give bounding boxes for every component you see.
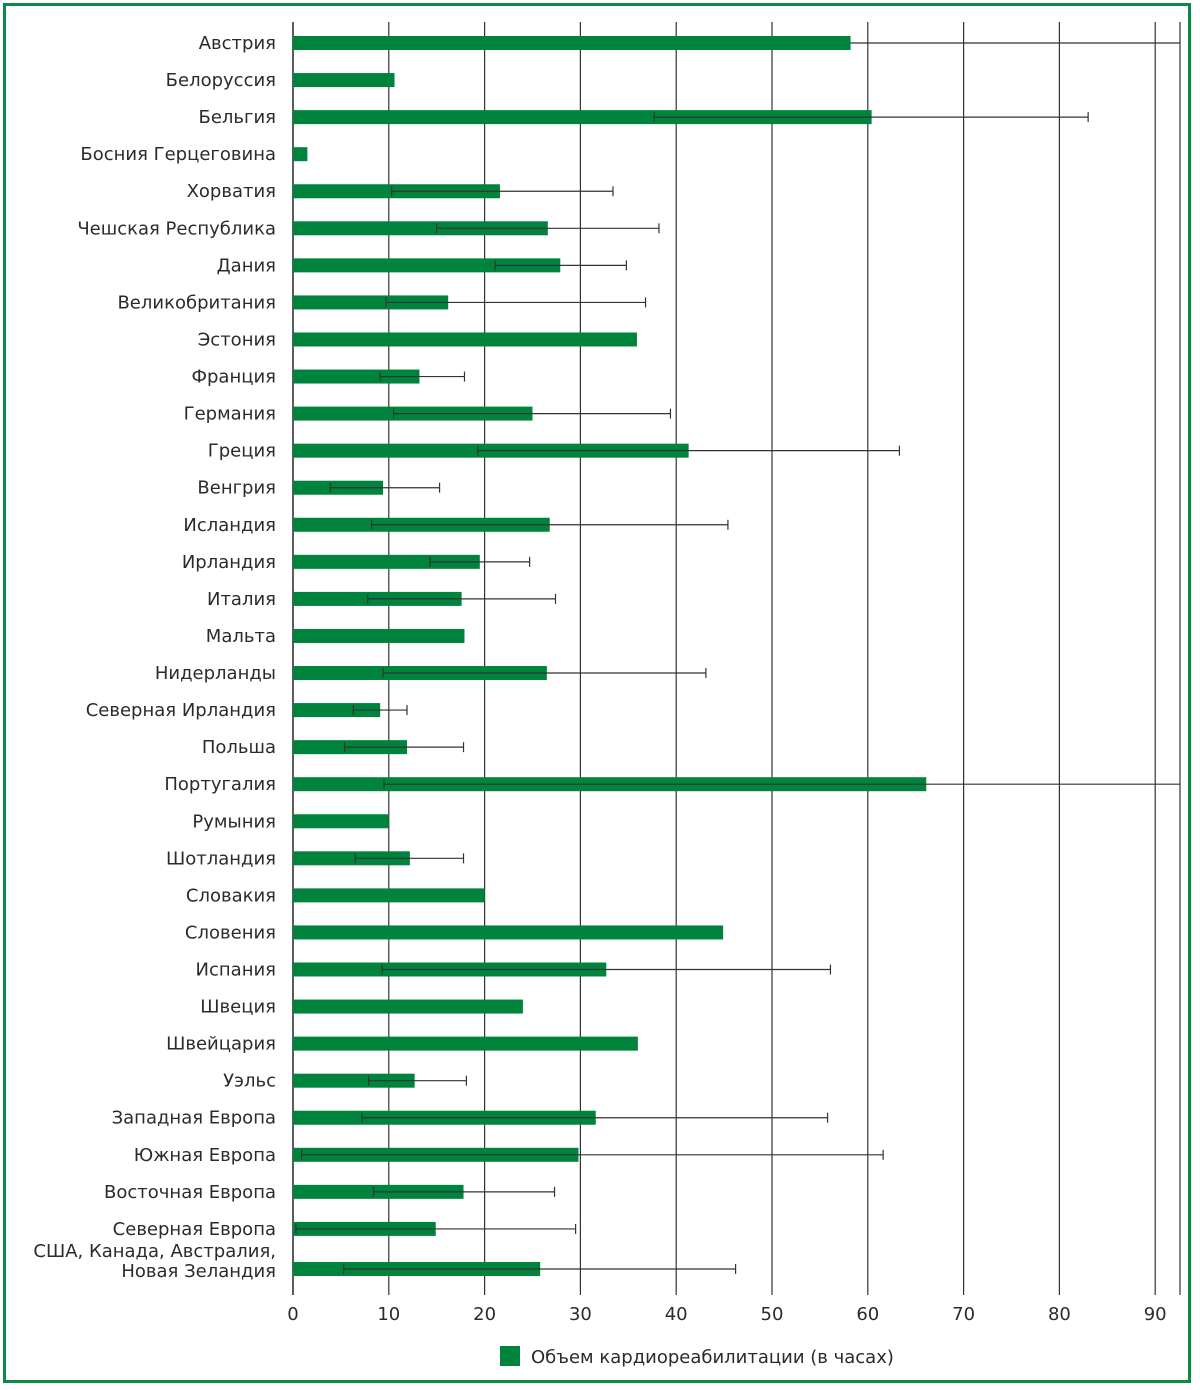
bar — [293, 221, 548, 236]
bars — [293, 36, 927, 1276]
category-label: Ирландия — [182, 552, 276, 573]
category-label: Франция — [192, 367, 277, 388]
category-label: Австрия — [199, 33, 276, 54]
x-tick-label: 60 — [856, 1304, 879, 1325]
category-label: Бельгия — [198, 107, 276, 128]
bar — [293, 147, 308, 162]
category-label: Испания — [196, 960, 276, 981]
bar — [293, 258, 561, 273]
category-label: Швейцария — [166, 1034, 276, 1055]
x-tick-label: 50 — [761, 1304, 784, 1325]
category-label: Исландия — [183, 515, 276, 536]
bar — [293, 1073, 415, 1088]
category-label: Венгрия — [197, 478, 276, 499]
category-label: Польша — [202, 737, 276, 758]
category-label: Западная Европа — [112, 1108, 276, 1129]
chart-frame — [3, 3, 1191, 1383]
bar — [293, 369, 420, 384]
category-label: Германия — [184, 404, 276, 425]
category-label: Белоруссия — [166, 70, 276, 91]
bar — [293, 1036, 638, 1051]
legend-label: Объем кардиореабилитации (в часах) — [531, 1347, 894, 1368]
category-label: Южная Европа — [134, 1145, 276, 1166]
category-label: Швеция — [200, 997, 276, 1018]
bar — [293, 36, 851, 50]
category-label: Великобритания — [117, 292, 276, 313]
category-label: Шотландия — [166, 848, 276, 869]
x-axis-ticks: 0 10 20 30 40 50 60 70 80 90 — [287, 1304, 1166, 1325]
category-label: Мальта — [206, 626, 276, 647]
x-tick-label: 40 — [665, 1304, 688, 1325]
category-label: Италия — [207, 589, 276, 610]
category-label: Хорватия — [187, 181, 276, 202]
bar — [293, 814, 389, 829]
bar — [293, 295, 449, 310]
category-label: Греция — [208, 441, 276, 462]
bar — [293, 332, 637, 347]
category-label-line: США, Канада, Австралия, — [33, 1241, 276, 1262]
x-tick-label: 20 — [473, 1304, 496, 1325]
bar — [293, 851, 410, 866]
category-label: Португалия — [164, 774, 276, 795]
x-tick-label: 30 — [569, 1304, 592, 1325]
x-tick-label: 90 — [1144, 1304, 1167, 1325]
category-label: Чешская Республика — [77, 218, 276, 239]
category-label: Эстония — [198, 329, 276, 350]
x-tick-label: 70 — [952, 1304, 975, 1325]
category-label: США, Канада, Австралия, Новая Зеландия — [33, 1241, 276, 1282]
bar — [293, 925, 724, 940]
category-label: Словения — [185, 922, 276, 943]
category-label: Босния Герцеговина — [80, 144, 276, 165]
x-tick-label: 0 — [287, 1304, 298, 1325]
category-label: Северная Ирландия — [86, 700, 276, 721]
category-label-line: Новая Зеландия — [121, 1261, 276, 1282]
category-label: Румыния — [192, 811, 276, 832]
category-label: Уэльс — [223, 1071, 276, 1092]
bar — [293, 703, 381, 718]
legend-swatch — [500, 1346, 520, 1366]
x-tick-label: 80 — [1048, 1304, 1071, 1325]
x-tick-label: 10 — [377, 1304, 400, 1325]
error-bars — [295, 42, 1180, 1274]
bar — [293, 554, 480, 569]
category-label: Северная Европа — [113, 1219, 276, 1240]
gridlines — [292, 22, 1181, 1295]
category-label: Словакия — [186, 885, 276, 906]
category-label: Дания — [217, 255, 276, 276]
category-label: Нидерланды — [155, 663, 276, 684]
legend: Объем кардиореабилитации (в часах) — [500, 1346, 894, 1368]
bar — [293, 999, 523, 1014]
bar — [293, 110, 872, 125]
bar — [293, 628, 465, 643]
bar — [293, 888, 485, 903]
category-labels: Австрия Белоруссия Бельгия Босния Герцегови… — [33, 33, 276, 1282]
bar — [293, 73, 395, 88]
category-label: Восточная Европа — [104, 1182, 276, 1203]
